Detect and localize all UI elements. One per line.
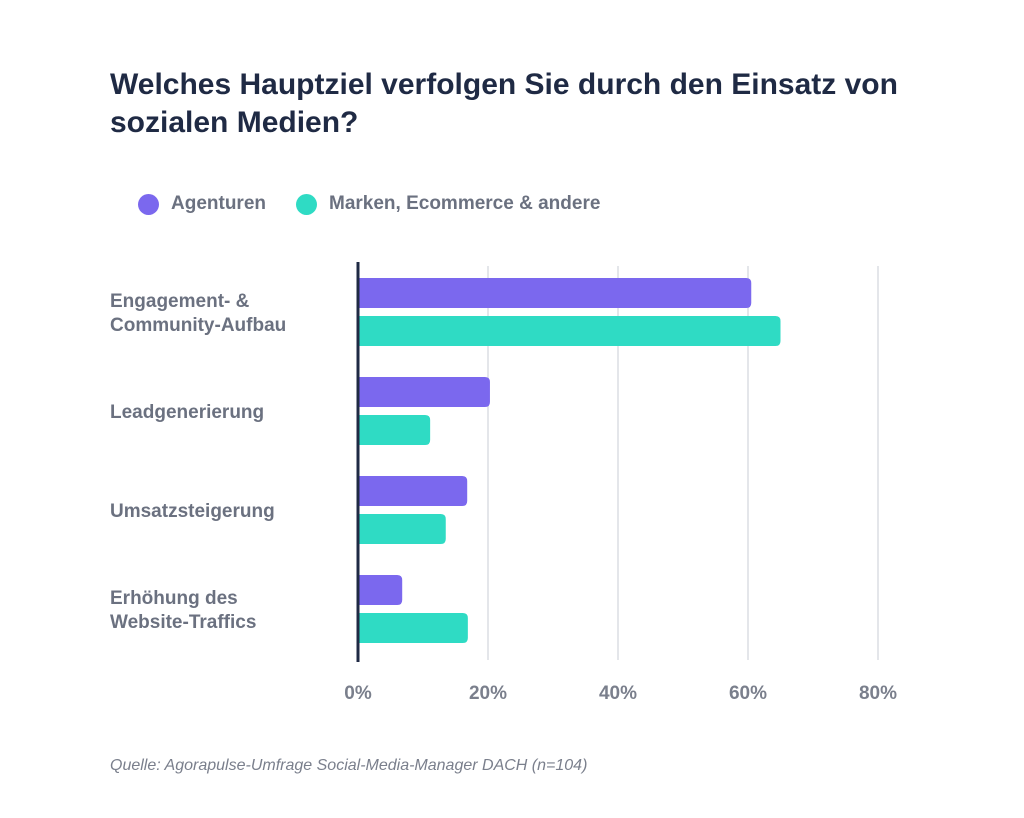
category-label-line: Erhöhung des [110,588,238,609]
source-note: Quelle: Agorapulse-Umfrage Social-Media-… [110,757,588,774]
category-label-line: Umsatzsteigerung [110,501,275,522]
category-label-line: Community-Aufbau [110,315,286,336]
x-tick-label: 20% [469,683,507,704]
bar-agenturen-0 [358,278,752,308]
chart-title: Welches Hauptziel verfolgen Sie durch de… [110,68,898,139]
category-label: Engagement- & Community-Aufbau [110,291,286,336]
legend-label-agenturen: Agenturen [171,193,266,214]
bar-marken-3 [358,613,468,643]
legend-swatch-marken-icon [296,193,317,215]
category-labels: Engagement- & Community-Aufbau Leadgenerie… [110,291,286,633]
legend-label-marken: Marken, Ecommerce & andere [329,193,601,214]
legend-item-marken: Marken, Ecommerce & andere [296,193,600,215]
bar-marken-2 [358,514,446,544]
category-label-line: Engagement- & [110,291,250,312]
x-tick-label: 60% [729,683,767,704]
category-label: Leadgenerierung [110,402,264,423]
category-label-line: Leadgenerierung [110,402,264,423]
category-label-line: Website-Traffics [110,612,256,633]
bar-marken-0 [358,316,781,346]
bar-agenturen-3 [358,575,403,605]
bar-agenturen-1 [358,377,490,407]
bar-chart: Engagement- & Community-Aufbau Leadgenerie… [110,262,897,704]
legend-swatch-agenturen-icon [138,193,159,215]
x-tick-label: 80% [859,683,897,704]
category-label: Erhöhung des Website-Traffics [110,588,256,633]
bar-agenturen-2 [358,476,468,506]
x-tick-labels: 0% 20% 40% 60% 80% [344,683,897,704]
category-label: Umsatzsteigerung [110,501,275,522]
bar-marken-1 [358,415,431,445]
x-tick-label: 40% [599,683,637,704]
bar-series [358,278,781,643]
legend-item-agenturen: Agenturen [138,193,266,215]
legend: Agenturen Marken, Ecommerce & andere [138,190,630,218]
x-tick-label: 0% [344,683,372,704]
